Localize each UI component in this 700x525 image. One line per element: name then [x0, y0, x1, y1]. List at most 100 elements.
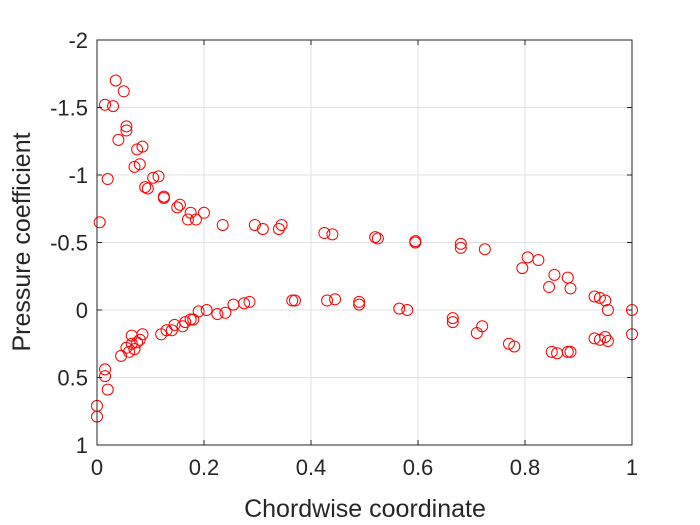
- data-point: [238, 297, 251, 310]
- data-point: [548, 268, 561, 281]
- data-point: [117, 85, 130, 98]
- data-point: [99, 98, 112, 111]
- data-point: [401, 304, 414, 316]
- data-points: [91, 74, 638, 423]
- data-point: [171, 201, 184, 214]
- data-point: [545, 345, 558, 358]
- data-point: [219, 306, 232, 319]
- y-tick-labels: -2 -1.5 -1 -0.5 0 0.5 1: [50, 28, 88, 458]
- y-tick-label: 0.5: [57, 366, 88, 391]
- y-tick-label: -1.5: [50, 96, 88, 121]
- data-point: [454, 237, 467, 250]
- data-point: [393, 302, 406, 315]
- data-point: [371, 232, 384, 245]
- data-point: [93, 216, 106, 229]
- data-point: [599, 294, 612, 307]
- x-axis-title: Chordwise coordinate: [244, 495, 486, 523]
- data-point: [409, 236, 422, 249]
- y-tick-label: 1: [76, 433, 88, 458]
- tick-marks: [96, 39, 633, 446]
- data-point: [516, 262, 529, 275]
- data-point: [508, 340, 521, 353]
- data-point: [176, 320, 189, 333]
- data-point: [353, 298, 366, 311]
- data-point: [593, 333, 606, 346]
- data-point: [120, 124, 133, 137]
- data-point: [139, 181, 152, 194]
- data-point: [184, 313, 197, 326]
- data-point: [165, 324, 178, 337]
- data-point: [99, 370, 112, 383]
- x-tick-label: 0.4: [296, 455, 327, 480]
- data-point: [216, 218, 229, 231]
- data-point: [272, 223, 285, 235]
- data-point: [179, 316, 192, 329]
- data-point: [133, 333, 146, 346]
- data-point: [136, 140, 149, 153]
- x-tick-label: 0: [91, 455, 103, 480]
- data-point: [476, 320, 489, 333]
- data-point: [329, 293, 342, 306]
- data-point: [173, 198, 186, 211]
- data-point: [286, 294, 299, 307]
- x-tick-label: 0.6: [403, 455, 434, 480]
- data-point: [369, 231, 382, 244]
- data-point: [136, 328, 149, 341]
- data-point: [198, 206, 210, 219]
- data-point: [181, 213, 194, 226]
- data-point: [125, 337, 138, 350]
- data-point: [275, 218, 288, 231]
- data-point: [157, 191, 170, 204]
- data-point: [543, 281, 556, 294]
- data-point: [128, 160, 141, 173]
- data-point: [599, 331, 612, 343]
- data-point: [211, 308, 224, 321]
- data-point: [107, 100, 120, 113]
- data-point: [109, 74, 122, 87]
- data-point: [200, 304, 213, 316]
- data-point: [321, 294, 334, 307]
- y-tick-label: -2: [68, 28, 88, 53]
- data-point: [446, 316, 459, 329]
- data-point: [256, 223, 269, 235]
- data-point: [120, 120, 133, 133]
- data-point: [99, 363, 112, 376]
- data-point: [478, 243, 491, 256]
- x-tick-label: 0.8: [510, 455, 541, 480]
- data-point: [326, 228, 339, 241]
- data-point: [101, 383, 114, 396]
- y-axis-title: Pressure coefficient: [8, 132, 36, 351]
- data-point: [446, 312, 459, 325]
- y-tick-label: -1: [68, 163, 88, 188]
- data-point: [318, 227, 331, 240]
- y-tick-label: -0.5: [50, 231, 88, 256]
- data-point: [588, 290, 601, 303]
- data-point: [133, 158, 146, 171]
- x-tick-label: 0.2: [189, 455, 220, 480]
- data-point: [243, 295, 256, 308]
- data-point: [131, 143, 144, 156]
- data-point: [593, 291, 606, 304]
- y-tick-label: 0: [76, 298, 88, 323]
- data-point: [454, 241, 467, 254]
- data-point: [141, 182, 154, 195]
- data-point: [532, 254, 545, 267]
- data-point: [128, 343, 141, 356]
- data-point: [288, 294, 301, 307]
- data-point: [152, 170, 165, 183]
- x-tick-label: 1: [626, 455, 638, 480]
- data-point: [248, 218, 261, 231]
- data-point: [564, 345, 577, 358]
- data-point: [189, 213, 202, 226]
- data-point: [112, 133, 125, 146]
- data-point: [353, 295, 366, 308]
- data-point: [601, 304, 614, 316]
- data-point: [601, 335, 614, 348]
- data-point: [192, 305, 205, 318]
- data-point: [502, 337, 515, 350]
- data-point: [123, 345, 136, 358]
- data-point: [564, 282, 577, 295]
- data-point: [101, 173, 114, 186]
